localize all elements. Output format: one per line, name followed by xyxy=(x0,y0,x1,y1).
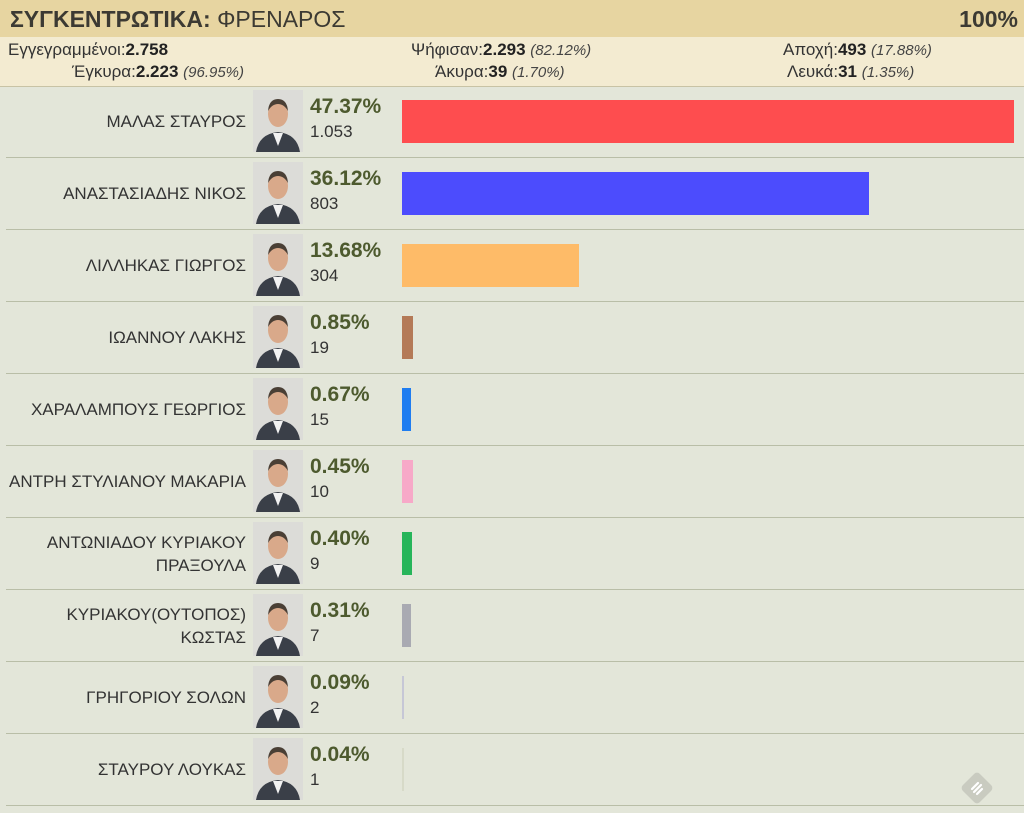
vote-percentage: 36.12% xyxy=(310,167,382,190)
candidate-name-text: ΜΑΛΑΣ ΣΤΑΥΡΟΣ xyxy=(106,112,246,131)
vote-count: 2 xyxy=(310,698,320,717)
candidate-row: ΣΤΑΥΡΟΥ ΛΟΥΚΑΣ 0.04% 1 xyxy=(6,734,1024,806)
candidate-name: ΙΩΑΝΝΟΥ ΛΑΚΗΣ xyxy=(6,302,246,373)
results-header: ΣΥΓΚΕΝΤΡΩΤΙΚΑ: ΦΡΕΝΑΡΟΣ 100% xyxy=(0,0,1024,37)
vote-share-bar xyxy=(402,244,579,287)
candidate-name: ΣΤΑΥΡΟΥ ΛΟΥΚΑΣ xyxy=(6,734,246,805)
candidate-row: ΑΝΤΡΗ ΣΤΥΛΙΑΝΟΥ ΜΑΚΑΡΙΑ 0.45% 10 xyxy=(6,446,1024,518)
title-label: ΣΥΓΚΕΝΤΡΩΤΙΚΑ: xyxy=(10,6,211,32)
candidate-photo xyxy=(253,378,303,440)
district-name: ΦΡΕΝΑΡΟΣ xyxy=(217,6,346,32)
candidate-photo xyxy=(253,666,303,728)
counted-percentage: 100% xyxy=(959,6,1018,32)
vote-share-bar xyxy=(402,100,1014,143)
candidate-name: ΧΑΡΑΛΑΜΠΟΥΣ ΓΕΩΡΓΙΟΣ xyxy=(6,374,246,445)
candidate-name: ΑΝΤΡΗ ΣΤΥΛΙΑΝΟΥ ΜΑΚΑΡΙΑ xyxy=(6,446,246,517)
candidate-photo xyxy=(253,522,303,584)
vote-count: 15 xyxy=(310,410,329,429)
voted-stat: Ψήφισαν:2.293 (82.12%) xyxy=(411,40,592,59)
candidate-row: ΑΝΑΣΤΑΣΙΑΔΗΣ ΝΙΚΟΣ 36.12% 803 xyxy=(6,158,1024,230)
candidate-photo xyxy=(253,594,303,656)
vote-count: 9 xyxy=(310,554,320,573)
vote-percentage: 0.67% xyxy=(310,383,370,406)
candidate-name: ΓΡΗΓΟΡΙΟΥ ΣΟΛΩΝ xyxy=(6,662,246,733)
vote-share-bar xyxy=(402,676,404,719)
blank-stat: Λευκά:31 (1.35%) xyxy=(787,62,915,81)
vote-percentage: 0.04% xyxy=(310,743,370,766)
candidate-row: ΑΝΤΩΝΙΑΔΟΥ ΚΥΡΙΑΚΟΥ ΠΡΑΞΟΥΛΑ 0.40% 9 xyxy=(6,518,1024,590)
candidate-name-text: ΑΝΤΩΝΙΑΔΟΥ ΚΥΡΙΑΚΟΥ ΠΡΑΞΟΥΛΑ xyxy=(46,532,246,575)
candidate-name-text: ΛΙΛΛΗΚΑΣ ΓΙΩΡΓΟΣ xyxy=(85,256,246,275)
candidate-name-text: ΧΑΡΑΛΑΜΠΟΥΣ ΓΕΩΡΓΙΟΣ xyxy=(30,400,246,419)
candidate-name: ΚΥΡΙΑΚΟΥ(ΟΥΤΟΠΟΣ) ΚΩΣΤΑΣ xyxy=(6,590,246,661)
candidate-name-text: ΣΤΑΥΡΟΥ ΛΟΥΚΑΣ xyxy=(97,760,246,779)
vote-share-bar xyxy=(402,532,412,575)
candidate-name: ΑΝΑΣΤΑΣΙΑΔΗΣ ΝΙΚΟΣ xyxy=(6,158,246,229)
candidate-row: ΚΥΡΙΑΚΟΥ(ΟΥΤΟΠΟΣ) ΚΩΣΤΑΣ 0.31% 7 xyxy=(6,590,1024,662)
candidate-photo xyxy=(253,306,303,368)
candidate-photo xyxy=(253,162,303,224)
candidate-name: ΑΝΤΩΝΙΑΔΟΥ ΚΥΡΙΑΚΟΥ ΠΡΑΞΟΥΛΑ xyxy=(6,518,246,589)
vote-count: 7 xyxy=(310,626,320,645)
vote-count: 1 xyxy=(310,770,320,789)
candidate-name-text: ΓΡΗΓΟΡΙΟΥ ΣΟΛΩΝ xyxy=(86,688,246,707)
vote-percentage: 13.68% xyxy=(310,239,382,262)
vote-percentage: 0.09% xyxy=(310,671,370,694)
vote-count: 10 xyxy=(310,482,329,501)
vote-percentage: 47.37% xyxy=(310,95,382,118)
candidate-row: ΓΡΗΓΟΡΙΟΥ ΣΟΛΩΝ 0.09% 2 xyxy=(6,662,1024,734)
candidate-name: ΛΙΛΛΗΚΑΣ ΓΙΩΡΓΟΣ xyxy=(6,230,246,301)
turnout-summary: Εγγεγραμμένοι:2.758 Ψήφισαν:2.293 (82.12… xyxy=(0,37,1024,87)
registered-stat: Εγγεγραμμένοι:2.758 xyxy=(8,40,169,59)
candidate-name: ΜΑΛΑΣ ΣΤΑΥΡΟΣ xyxy=(6,86,246,157)
vote-percentage: 0.31% xyxy=(310,599,370,622)
candidate-photo xyxy=(253,90,303,152)
vote-percentage: 0.45% xyxy=(310,455,370,478)
vote-share-bar xyxy=(402,604,411,647)
vote-share-bar xyxy=(402,460,413,503)
candidate-row: ΧΑΡΑΛΑΜΠΟΥΣ ΓΕΩΡΓΙΟΣ 0.67% 15 xyxy=(6,374,1024,446)
vote-share-bar xyxy=(402,388,411,431)
vote-count: 1.053 xyxy=(310,122,353,141)
valid-stat: Έγκυρα:2.223 (96.95%) xyxy=(72,62,245,81)
page-title: ΣΥΓΚΕΝΤΡΩΤΙΚΑ: ΦΡΕΝΑΡΟΣ xyxy=(10,6,346,32)
candidate-name-text: ΚΥΡΙΑΚΟΥ(ΟΥΤΟΠΟΣ) ΚΩΣΤΑΣ xyxy=(66,604,246,647)
candidate-photo xyxy=(253,738,303,800)
vote-percentage: 0.40% xyxy=(310,527,370,550)
vote-count: 803 xyxy=(310,194,339,213)
candidate-name-text: ΑΝΤΡΗ ΣΤΥΛΙΑΝΟΥ ΜΑΚΑΡΙΑ xyxy=(8,472,246,491)
candidate-list: ΜΑΛΑΣ ΣΤΑΥΡΟΣ 47.37% 1.053 ΑΝΑΣΤΑΣΙΑΔΗΣ ΝΙΚ… xyxy=(6,86,1024,806)
vote-share-bar xyxy=(402,748,404,791)
candidate-row: ΛΙΛΛΗΚΑΣ ΓΙΩΡΓΟΣ 13.68% 304 xyxy=(6,230,1024,302)
brand-logo-icon xyxy=(961,772,993,804)
candidate-photo xyxy=(253,234,303,296)
vote-count: 304 xyxy=(310,266,339,285)
candidate-row: ΜΑΛΑΣ ΣΤΑΥΡΟΣ 47.37% 1.053 xyxy=(6,86,1024,158)
vote-count: 19 xyxy=(310,338,329,357)
invalid-stat: Άκυρα:39 (1.70%) xyxy=(435,62,565,81)
candidate-name-text: ΙΩΑΝΝΟΥ ΛΑΚΗΣ xyxy=(108,328,246,347)
candidate-row: ΙΩΑΝΝΟΥ ΛΑΚΗΣ 0.85% 19 xyxy=(6,302,1024,374)
vote-percentage: 0.85% xyxy=(310,311,370,334)
abstention-stat: Αποχή:493 (17.88%) xyxy=(783,40,932,59)
vote-share-bar xyxy=(402,316,413,359)
candidate-name-text: ΑΝΑΣΤΑΣΙΑΔΗΣ ΝΙΚΟΣ xyxy=(63,184,246,203)
vote-share-bar xyxy=(402,172,869,215)
candidate-photo xyxy=(253,450,303,512)
